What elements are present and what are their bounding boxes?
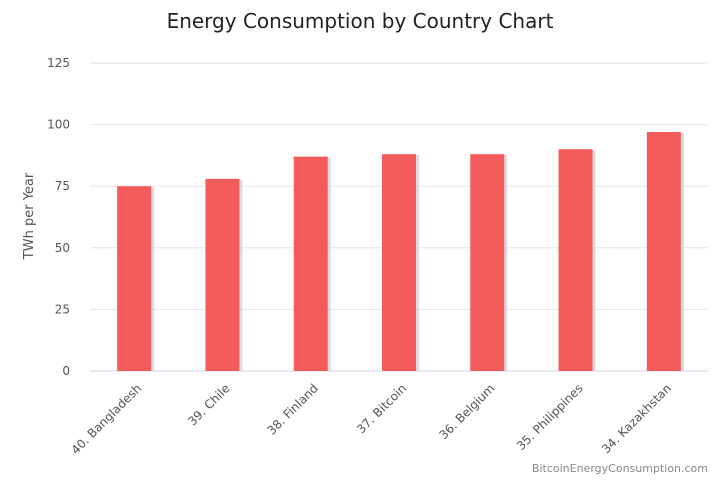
- y-tick-label: 25: [55, 302, 70, 316]
- y-tick-label: 0: [62, 364, 70, 378]
- x-tick-label: 38. Finland: [264, 381, 320, 437]
- y-tick-label: 50: [55, 241, 70, 255]
- x-tick-label: 35. Philippines: [514, 381, 586, 453]
- y-tick-label: 75: [55, 179, 70, 193]
- bar[interactable]: [293, 156, 328, 371]
- chart-title: Energy Consumption by Country Chart: [167, 9, 554, 33]
- y-axis-label: TWh per Year: [22, 172, 37, 260]
- y-tick-label: 125: [47, 56, 70, 70]
- bar[interactable]: [558, 149, 593, 371]
- bar[interactable]: [205, 178, 240, 371]
- y-axis-ticks: 0 25 50 75 100 125: [47, 56, 70, 378]
- x-axis-ticks: 40. Bangladesh 39. Chile 38. Finland 37. Bi…: [68, 381, 674, 457]
- bars: [117, 131, 684, 371]
- x-tick-label: 34. Kazakhstan: [599, 381, 674, 456]
- x-tick-label: 36. Belgium: [437, 381, 498, 442]
- bar[interactable]: [117, 186, 152, 371]
- x-tick-label: 40. Bangladesh: [68, 381, 144, 457]
- y-tick-label: 100: [47, 118, 70, 132]
- x-tick-label: 37. Bitcoin: [354, 381, 409, 436]
- bar[interactable]: [646, 131, 681, 371]
- bar[interactable]: [470, 154, 505, 371]
- credit-link[interactable]: BitcoinEnergyConsumption.com: [532, 462, 708, 475]
- bar[interactable]: [382, 154, 416, 371]
- x-tick-label: 39. Chile: [185, 381, 232, 428]
